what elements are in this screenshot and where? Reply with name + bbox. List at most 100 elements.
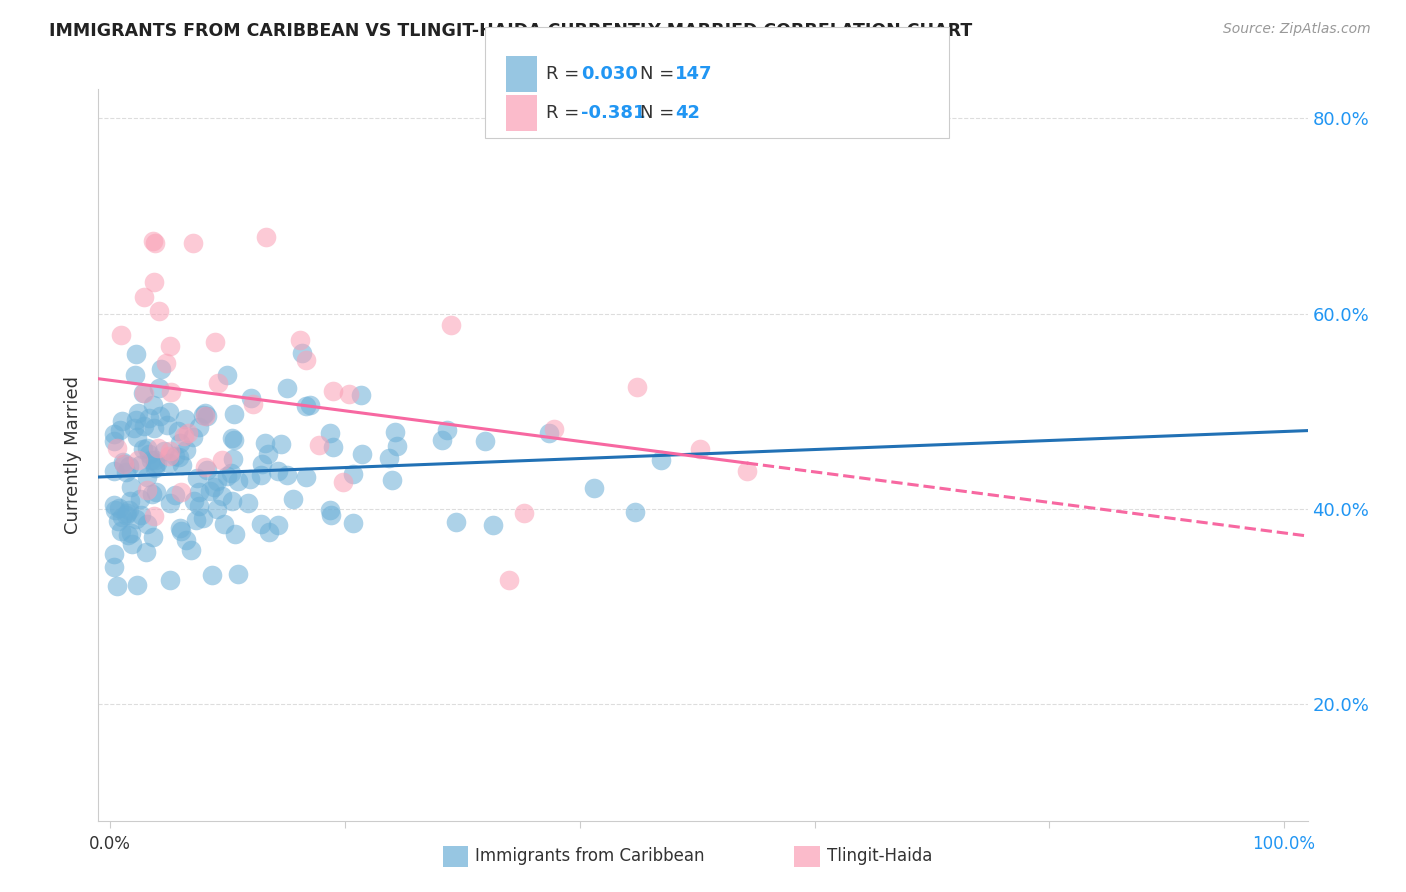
Point — [250, 517, 273, 532]
Point — [198, 484, 221, 499]
Point — [308, 437, 330, 451]
Point — [156, 418, 179, 433]
Point — [513, 506, 536, 520]
Point — [159, 449, 181, 463]
Point — [188, 419, 211, 434]
Point — [170, 524, 193, 539]
Point — [163, 449, 186, 463]
Point — [242, 397, 264, 411]
Point — [169, 436, 191, 450]
Point — [143, 235, 166, 250]
Point — [202, 480, 225, 494]
Point — [132, 289, 155, 303]
Point — [142, 509, 165, 524]
Point — [254, 230, 277, 244]
Point — [295, 399, 318, 413]
Point — [201, 567, 224, 582]
Point — [142, 530, 165, 544]
Point — [148, 441, 170, 455]
Point — [110, 524, 132, 538]
Point — [735, 464, 758, 478]
Text: R =: R = — [546, 104, 585, 122]
Text: 147: 147 — [675, 65, 713, 83]
Point — [153, 444, 176, 458]
Text: N =: N = — [640, 65, 679, 83]
Text: 42: 42 — [675, 104, 700, 122]
Point — [444, 515, 467, 529]
Point — [115, 507, 138, 521]
Point — [146, 456, 169, 470]
Point — [134, 419, 156, 434]
Point — [120, 526, 142, 541]
Point — [105, 579, 128, 593]
Point — [174, 443, 197, 458]
Point — [145, 453, 167, 467]
Point — [135, 516, 157, 531]
Point — [111, 510, 134, 524]
Point — [170, 485, 193, 500]
Point — [194, 459, 217, 474]
Point — [138, 447, 160, 461]
Text: 100.0%: 100.0% — [1253, 835, 1316, 854]
Text: Source: ZipAtlas.com: Source: ZipAtlas.com — [1223, 22, 1371, 37]
Point — [125, 347, 148, 361]
Point — [267, 464, 290, 478]
Point — [440, 318, 463, 333]
Point — [291, 345, 314, 359]
Point — [112, 457, 135, 471]
Point — [132, 442, 155, 457]
Point — [108, 500, 131, 515]
Point — [191, 408, 214, 422]
Point — [339, 387, 361, 401]
Point — [295, 469, 318, 483]
Point — [169, 521, 191, 535]
Point — [250, 457, 273, 471]
Point — [187, 485, 209, 500]
Point — [384, 425, 406, 439]
Point — [135, 442, 157, 456]
Point — [114, 508, 136, 522]
Point — [224, 526, 246, 541]
Point — [157, 405, 180, 419]
Point — [295, 352, 318, 367]
Point — [155, 356, 177, 370]
Point — [283, 491, 305, 506]
Point — [105, 441, 128, 455]
Point — [165, 488, 187, 502]
Point — [125, 578, 148, 592]
Point — [184, 513, 207, 527]
Point — [583, 481, 606, 495]
Point — [436, 423, 458, 437]
Point — [159, 496, 181, 510]
Point — [170, 458, 193, 472]
Point — [249, 467, 271, 482]
Point — [482, 517, 505, 532]
Point — [194, 409, 217, 423]
Point — [543, 422, 565, 436]
Point — [149, 409, 172, 424]
Point — [254, 435, 277, 450]
Point — [276, 381, 298, 395]
Point — [173, 429, 195, 443]
Point — [132, 385, 155, 400]
Point — [125, 430, 148, 444]
Point — [385, 439, 408, 453]
Point — [142, 234, 165, 248]
Point — [236, 496, 259, 510]
Point — [288, 333, 311, 347]
Point — [141, 453, 163, 467]
Point — [624, 505, 647, 519]
Point — [207, 376, 229, 390]
Y-axis label: Currently Married: Currently Married — [65, 376, 83, 534]
Point — [342, 516, 364, 530]
Point — [318, 503, 340, 517]
Point — [143, 275, 166, 289]
Text: IMMIGRANTS FROM CARIBBEAN VS TLINGIT-HAIDA CURRENTLY MARRIED CORRELATION CHART: IMMIGRANTS FROM CARIBBEAN VS TLINGIT-HAI… — [49, 22, 973, 40]
Point — [128, 492, 150, 507]
Point — [111, 454, 134, 468]
Point — [159, 385, 181, 400]
Point — [103, 464, 125, 478]
Point — [221, 431, 243, 445]
Point — [221, 493, 243, 508]
Point — [217, 368, 239, 382]
